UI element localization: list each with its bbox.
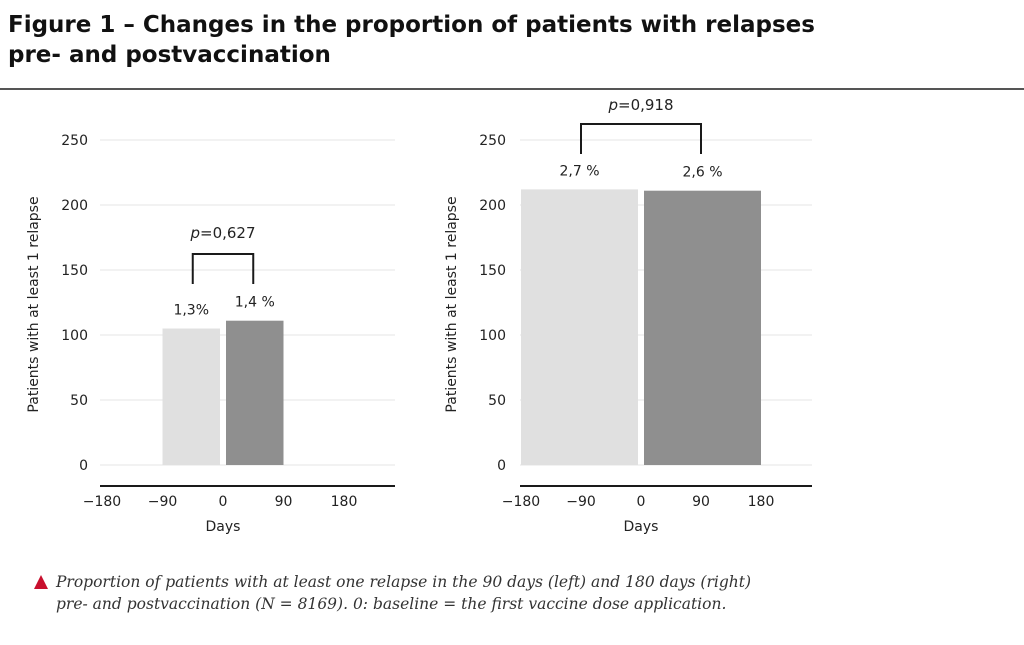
x-tick-label: 180 bbox=[331, 494, 358, 510]
bar bbox=[521, 189, 638, 465]
p-value-bracket bbox=[191, 253, 255, 284]
x-tick-label: 0 bbox=[219, 494, 228, 510]
y-tick-label: 50 bbox=[70, 393, 88, 409]
p-value-label: p=0,918 bbox=[607, 96, 673, 114]
bar-data-label: 2,6 % bbox=[682, 165, 722, 181]
x-axis-label: Days bbox=[206, 519, 241, 535]
red-triangle-icon bbox=[34, 575, 48, 589]
y-tick-label: 200 bbox=[61, 198, 88, 214]
bar bbox=[226, 320, 284, 465]
caption-line-2: pre- and postvaccination (N = 8169). 0: … bbox=[56, 595, 727, 613]
chart-panel-2: 0 50 100 150 200 250 Patients with at least 1 … bbox=[444, 96, 812, 535]
y-tick-label: 100 bbox=[61, 328, 88, 344]
y-tick-label: 250 bbox=[479, 133, 506, 149]
bar bbox=[644, 190, 761, 465]
title-divider bbox=[0, 88, 1024, 90]
bar-data-label: 1,3% bbox=[173, 303, 209, 319]
x-tick-label: 0 bbox=[637, 494, 646, 510]
y-axis-label: Patients with at least 1 relapse bbox=[26, 196, 42, 412]
figure-title-line-1: Figure 1 – Changes in the proportion of … bbox=[8, 12, 815, 38]
figure-title-line-2: pre- and postvaccination bbox=[8, 42, 331, 68]
y-tick-label: 250 bbox=[61, 133, 88, 149]
figure-caption: Proportion of patients with at least one… bbox=[34, 571, 994, 615]
p-value-bracket bbox=[580, 123, 702, 154]
y-tick-label: 0 bbox=[79, 458, 88, 474]
x-tick-label: −90 bbox=[566, 494, 596, 510]
x-axis-label: Days bbox=[624, 519, 659, 535]
x-tick-label: 90 bbox=[692, 494, 710, 510]
bar-data-label: 1,4 % bbox=[235, 295, 275, 311]
y-tick-label: 150 bbox=[479, 263, 506, 279]
y-tick-label: 150 bbox=[61, 263, 88, 279]
x-tick-label: −90 bbox=[148, 494, 178, 510]
p-value-label: p=0,627 bbox=[189, 224, 255, 242]
x-tick-label: 90 bbox=[275, 494, 293, 510]
y-tick-label: 50 bbox=[488, 393, 506, 409]
bar bbox=[162, 328, 220, 465]
caption-line-1: Proportion of patients with at least one… bbox=[56, 573, 752, 591]
x-tick-label: −180 bbox=[83, 494, 121, 510]
y-tick-label: 100 bbox=[479, 328, 506, 344]
chart-panel-1: 0 50 100 150 200 250 Patients with at least 1 … bbox=[26, 133, 395, 535]
figure-title: Figure 1 – Changes in the proportion of … bbox=[8, 10, 908, 70]
y-tick-label: 200 bbox=[479, 198, 506, 214]
y-tick-label: 0 bbox=[497, 458, 506, 474]
x-tick-label: 180 bbox=[748, 494, 775, 510]
bar-data-label: 2,7 % bbox=[559, 163, 599, 179]
y-axis-label: Patients with at least 1 relapse bbox=[444, 196, 460, 412]
relapse-charts: 0 50 100 150 200 250 Patients with at least 1 … bbox=[26, 96, 812, 535]
x-tick-label: −180 bbox=[502, 494, 540, 510]
